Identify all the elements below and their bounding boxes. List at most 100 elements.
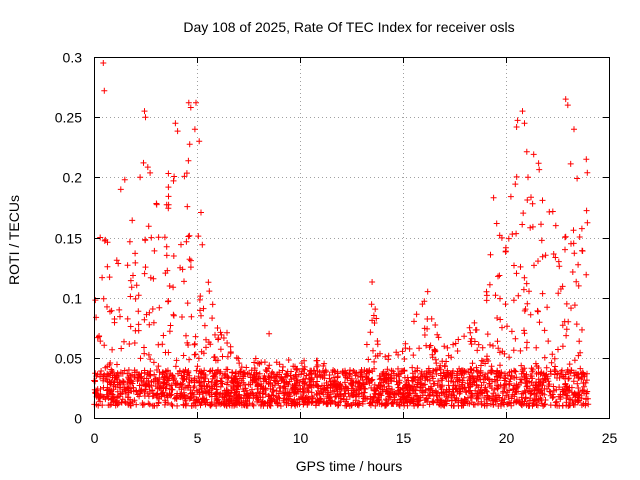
data-point — [160, 379, 167, 386]
data-point — [193, 99, 199, 106]
data-point — [576, 338, 583, 345]
data-point — [290, 389, 297, 396]
data-point — [291, 389, 298, 396]
data-point — [155, 363, 162, 370]
data-point — [375, 391, 382, 398]
data-point — [209, 315, 216, 322]
data-point — [101, 394, 108, 401]
data-point — [374, 338, 381, 344]
data-point — [512, 181, 519, 188]
data-point — [116, 306, 123, 313]
data-point — [555, 346, 561, 353]
data-point — [125, 400, 131, 407]
data-point — [209, 301, 216, 308]
data-point — [571, 390, 578, 397]
data-point — [107, 370, 113, 377]
data-point — [249, 401, 256, 408]
data-point — [429, 373, 435, 380]
data-point — [213, 402, 220, 409]
data-point — [543, 364, 550, 371]
data-point — [105, 395, 112, 402]
data-point — [151, 247, 158, 254]
data-point — [215, 335, 222, 342]
data-point — [96, 333, 103, 339]
data-point — [201, 367, 208, 374]
data-point — [510, 347, 517, 354]
data-point — [183, 332, 189, 339]
data-point — [494, 377, 501, 384]
data-point — [198, 385, 205, 392]
data-point — [220, 335, 227, 341]
data-point — [509, 391, 516, 398]
data-point — [183, 238, 190, 245]
data-point — [509, 386, 516, 393]
data-point — [422, 389, 428, 396]
data-point — [571, 302, 578, 309]
data-point — [285, 400, 292, 407]
data-point — [357, 369, 364, 376]
data-point — [278, 375, 285, 382]
data-point — [478, 357, 485, 364]
data-point — [111, 394, 117, 401]
data-point — [571, 401, 578, 408]
data-point — [542, 397, 549, 403]
data-point — [187, 264, 194, 271]
data-point — [367, 396, 374, 403]
data-point — [467, 329, 474, 336]
data-point — [527, 373, 534, 379]
data-point — [536, 389, 543, 396]
data-point — [477, 367, 484, 374]
data-point — [104, 386, 111, 393]
data-point — [180, 368, 187, 375]
data-point — [117, 186, 124, 193]
data-point — [159, 341, 166, 348]
data-point — [396, 380, 403, 387]
data-point — [217, 383, 224, 390]
data-point — [165, 184, 172, 191]
data-point — [484, 331, 491, 338]
data-point — [527, 224, 534, 231]
data-point — [371, 358, 378, 365]
data-point — [165, 193, 172, 200]
data-point — [520, 370, 527, 377]
data-point — [227, 393, 233, 400]
data-point — [552, 254, 559, 261]
data-point — [523, 148, 530, 155]
data-point — [512, 335, 519, 342]
data-point — [365, 375, 371, 382]
data-point — [250, 371, 257, 378]
data-point — [370, 347, 376, 354]
data-point — [421, 332, 428, 338]
data-point — [424, 288, 431, 295]
data-point — [403, 379, 410, 385]
data-point — [545, 338, 552, 345]
grid — [94, 57, 609, 418]
data-point — [185, 383, 192, 390]
data-point — [479, 344, 486, 351]
data-point — [212, 371, 219, 378]
data-point — [293, 373, 300, 380]
data-point — [136, 393, 143, 400]
data-point — [128, 284, 135, 291]
data-point — [427, 342, 434, 349]
data-point — [491, 395, 497, 402]
data-point — [381, 384, 388, 390]
data-point — [444, 367, 451, 374]
data-point — [421, 298, 428, 305]
data-point — [146, 388, 153, 395]
data-point — [481, 387, 488, 394]
data-point — [458, 397, 465, 404]
data-point — [241, 381, 248, 388]
data-point — [171, 173, 178, 180]
data-point — [475, 369, 481, 375]
data-point — [108, 366, 115, 373]
data-point — [181, 278, 187, 285]
data-point — [260, 386, 267, 392]
data-point — [283, 396, 290, 403]
data-point — [217, 346, 224, 353]
data-point — [127, 385, 134, 392]
data-point — [200, 350, 207, 357]
data-point — [107, 381, 114, 388]
data-point — [252, 377, 259, 384]
data-point — [132, 327, 139, 334]
